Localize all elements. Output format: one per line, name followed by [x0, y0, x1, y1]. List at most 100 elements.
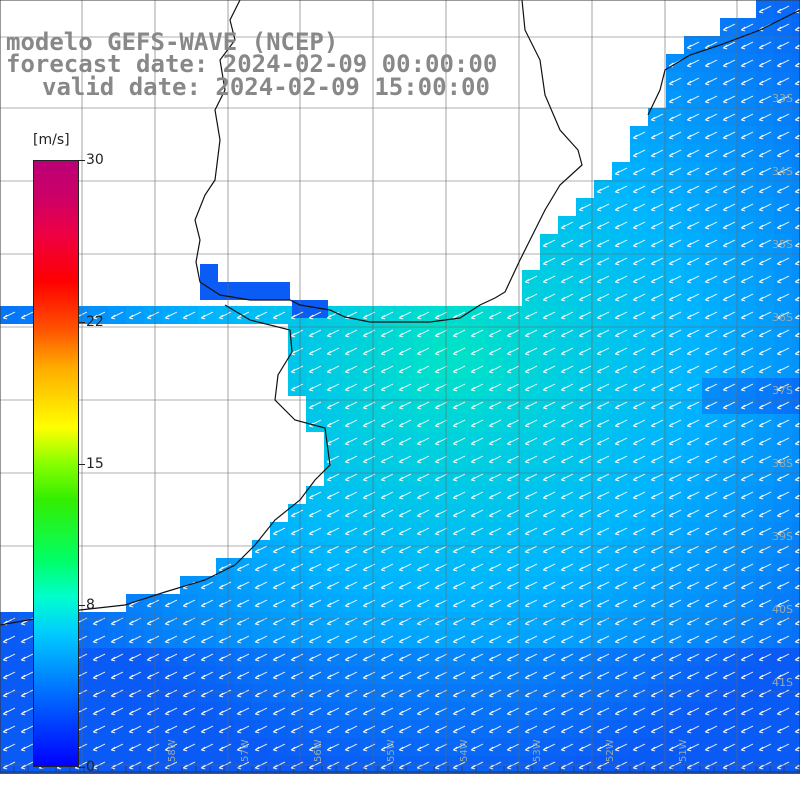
wind-arrow	[326, 365, 340, 374]
wind-arrow	[776, 455, 790, 464]
wind-arrow	[308, 653, 322, 662]
wind-arrow	[110, 671, 124, 680]
wind-arrow	[722, 275, 736, 284]
wind-arrow	[506, 365, 520, 374]
wind-arrow	[452, 455, 466, 464]
wind-arrow	[200, 725, 214, 734]
wind-arrow	[560, 635, 574, 644]
wind-arrow	[398, 545, 412, 554]
wind-arrow	[344, 437, 358, 446]
wind-arrow	[776, 347, 790, 356]
wind-arrow	[578, 365, 592, 374]
wind-arrow	[200, 599, 214, 608]
wind-arrow	[686, 491, 700, 500]
wind-arrow	[776, 671, 790, 680]
wind-arrow	[614, 383, 628, 392]
wind-speed-cell	[792, 270, 800, 288]
wind-arrow	[668, 509, 682, 518]
wind-arrow	[326, 653, 340, 662]
wind-arrow	[578, 563, 592, 572]
wind-arrow	[650, 329, 664, 338]
wind-arrow	[416, 743, 430, 752]
wind-arrow	[758, 581, 772, 590]
wind-arrow	[668, 275, 682, 284]
wind-arrow	[344, 599, 358, 608]
wind-arrow	[488, 329, 502, 338]
latitude-label: 41S	[772, 676, 793, 689]
wind-arrow	[632, 293, 646, 302]
wind-arrow	[776, 743, 790, 752]
wind-speed-cell	[792, 666, 800, 684]
wind-arrow	[794, 206, 800, 212]
wind-arrow	[128, 311, 142, 320]
wind-arrow	[740, 473, 754, 482]
wind-arrow	[560, 653, 574, 662]
wind-arrow	[506, 689, 520, 698]
wind-arrow	[344, 581, 358, 590]
wind-arrow	[596, 509, 610, 518]
wind-arrow	[488, 473, 502, 482]
wind-arrow	[614, 401, 628, 410]
wind-arrow	[614, 365, 628, 374]
lat-lon-grid: 33S 34S 35S 36S 37S 38S 39S 40S 41S 58W 57W 56W 55W 5…	[0, 0, 800, 772]
wind-arrow	[560, 257, 574, 266]
wind-arrow	[524, 455, 538, 464]
wind-arrow	[740, 599, 754, 608]
wind-arrow	[650, 293, 664, 302]
wind-arrow	[758, 743, 772, 752]
wind-arrow	[488, 437, 502, 446]
wind-arrow	[794, 350, 800, 356]
wind-arrow	[632, 383, 646, 392]
wind-arrow	[722, 239, 736, 248]
wind-arrow	[794, 188, 800, 194]
wind-arrow	[794, 116, 800, 122]
wind-arrow	[578, 401, 592, 410]
wind-arrow	[686, 59, 700, 68]
wind-arrow	[20, 311, 34, 320]
wind-arrow	[470, 491, 484, 500]
wind-arrow	[632, 599, 646, 608]
colorbar-tick-mark	[79, 767, 85, 768]
wind-speed-cell	[792, 432, 800, 450]
wind-arrow	[614, 293, 628, 302]
colorbar-tick-label: 8	[86, 597, 95, 614]
wind-arrow	[452, 437, 466, 446]
wind-arrow	[704, 293, 718, 302]
wind-arrow	[290, 725, 304, 734]
wind-arrow	[272, 581, 286, 590]
wind-arrow	[560, 599, 574, 608]
wind-arrow	[2, 635, 16, 644]
wind-arrow	[614, 509, 628, 518]
wind-arrow	[182, 599, 196, 608]
wind-arrow	[668, 113, 682, 122]
wind-arrow	[650, 275, 664, 284]
wind-arrow	[560, 473, 574, 482]
wind-arrow	[380, 473, 394, 482]
wind-arrow	[758, 563, 772, 572]
wind-arrow	[92, 689, 106, 698]
wind-arrow	[470, 563, 484, 572]
wind-arrow	[452, 707, 466, 716]
wind-arrow	[578, 419, 592, 428]
wind-arrow	[668, 527, 682, 536]
wind-arrow	[686, 95, 700, 104]
wind-arrow	[2, 311, 16, 320]
wind-arrow	[254, 545, 268, 554]
wind-arrow	[650, 167, 664, 176]
wind-arrow	[650, 491, 664, 500]
wind-arrow	[470, 653, 484, 662]
wind-arrow	[758, 149, 772, 158]
wind-arrow	[614, 257, 628, 266]
wind-arrow	[740, 95, 754, 104]
wind-arrow	[488, 689, 502, 698]
wind-arrow	[254, 743, 268, 752]
wind-arrow	[128, 653, 142, 662]
wind-arrow	[632, 365, 646, 374]
wind-arrow	[596, 347, 610, 356]
wind-arrow	[452, 671, 466, 680]
wind-arrow	[758, 545, 772, 554]
wind-arrow	[416, 563, 430, 572]
wind-arrow	[776, 725, 790, 734]
wind-arrow	[524, 365, 538, 374]
wind-arrow	[380, 509, 394, 518]
